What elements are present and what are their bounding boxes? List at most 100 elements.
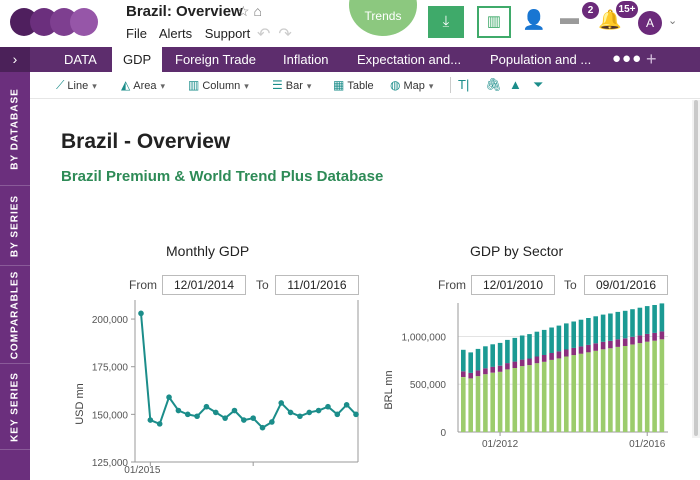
tab-foreign-trade[interactable]: Foreign Trade — [175, 52, 256, 67]
add-tab-icon[interactable]: + — [646, 49, 657, 69]
bar-segment-middle — [505, 363, 510, 370]
tab-inflation[interactable]: Inflation — [283, 52, 329, 67]
data-point — [259, 424, 266, 431]
brand-logo[interactable] — [10, 8, 105, 36]
redo-icon[interactable]: ↷ — [278, 26, 300, 43]
area-chart-button[interactable]: ◭ Area ▾ — [121, 78, 166, 92]
chevron-right-icon[interactable]: › — [0, 47, 30, 72]
sector-to-date[interactable]: 09/01/2016 — [584, 275, 668, 295]
data-point — [166, 394, 172, 401]
bar-segment-top — [571, 321, 576, 348]
notifications-icon[interactable]: 🔔 — [598, 10, 622, 31]
left-sidebar: BY DATABASE BY SERIES COMPARABLES KEY SE… — [0, 72, 30, 480]
data-point — [241, 417, 247, 423]
monthly-from-date[interactable]: 12/01/2014 — [162, 275, 246, 295]
bar-segment-top — [512, 337, 518, 362]
bar-chart-button[interactable]: ☰ Bar ▾ — [272, 78, 312, 92]
menu-support[interactable]: Support — [204, 26, 251, 41]
menu-alerts[interactable]: Alerts — [158, 26, 193, 41]
sidebar-item-by-database[interactable]: BY DATABASE — [0, 72, 30, 186]
chevron-down-icon: ▾ — [306, 81, 312, 91]
chevron-down-icon: ▾ — [244, 81, 249, 91]
y-tick-label: 200,000 — [92, 315, 129, 326]
y-tick-label: 150,000 — [92, 410, 129, 421]
scrollbar-thumb[interactable] — [694, 100, 698, 436]
tag-icon[interactable]: ⌂ — [253, 3, 262, 19]
bar-segment-top — [505, 339, 510, 364]
table-button[interactable]: ▦ Table — [333, 78, 374, 92]
x-tick-label: 01/2016 — [629, 439, 666, 450]
trends-button[interactable]: Trends — [349, 0, 417, 36]
data-point — [250, 415, 256, 421]
bar-segment-middle — [600, 341, 606, 350]
bar-segment-middle — [615, 339, 621, 347]
notifications-badge: 15+ — [616, 1, 638, 18]
data-point — [231, 407, 238, 414]
bar-segment-top — [593, 316, 598, 344]
tab-bar: › DATA GDP Foreign Trade Inflation Expec… — [0, 47, 700, 72]
bar-segment-base — [630, 344, 635, 432]
star-icon[interactable]: ☆ — [237, 3, 250, 19]
sidebar-item-key-series[interactable]: KEY SERIES — [0, 364, 30, 450]
menu-file[interactable]: File — [126, 26, 147, 41]
bar-segment-middle — [586, 344, 591, 353]
line-chart-button[interactable]: ⟋ Line ▾ — [56, 78, 97, 92]
bar-segment-base — [593, 350, 598, 432]
bar-segment-top — [600, 314, 606, 342]
data-point — [297, 413, 303, 420]
data-point — [147, 417, 154, 423]
map-button[interactable]: ◍ Map ▾ — [390, 78, 434, 92]
bar-segment-middle — [534, 356, 540, 364]
bar-segment-middle — [497, 365, 503, 372]
x-tick-label: 01/2012 — [482, 439, 519, 450]
bar-segment-top — [622, 310, 628, 339]
bar-segment-top — [461, 349, 466, 372]
tab-expectation[interactable]: Expectation and... — [357, 52, 462, 67]
monthly-to-date[interactable]: 11/01/2016 — [275, 275, 359, 295]
messages-icon[interactable]: ▬ — [560, 8, 579, 29]
bar-segment-middle — [630, 336, 635, 345]
data-point — [203, 403, 210, 410]
tab-gdp[interactable]: GDP — [112, 47, 163, 72]
chevron-down-icon[interactable]: ⌄ — [668, 15, 678, 27]
bar-segment-middle — [659, 331, 665, 340]
sector-from-date[interactable]: 12/01/2010 — [471, 275, 555, 295]
bar-segment-base — [615, 347, 621, 432]
data-point — [138, 310, 144, 317]
more-tabs-icon[interactable]: ●●● — [612, 50, 643, 67]
top-bar: Brazil: Overview ☆ ⌂ File Alerts Support… — [0, 0, 700, 46]
avatar[interactable]: A — [638, 11, 662, 35]
bar-segment-base — [556, 358, 562, 432]
y-tick-label: 125,000 — [92, 458, 129, 469]
column-chart-button[interactable]: ▥ Column ▾ — [188, 78, 249, 92]
bar-segment-middle — [564, 349, 569, 357]
messages-badge: 2 — [582, 2, 599, 19]
bar-segment-middle — [461, 371, 466, 377]
vertical-scrollbar[interactable] — [692, 100, 700, 438]
text-format-icon[interactable]: T| — [458, 77, 470, 92]
attachment-icon[interactable]: 🖇 — [485, 77, 502, 92]
bar-segment-middle — [571, 347, 576, 356]
sidebar-item-comparables[interactable]: COMPARABLES — [0, 266, 30, 364]
sidebar-item-by-series[interactable]: BY SERIES — [0, 186, 30, 266]
tab-population[interactable]: Population and ... — [490, 52, 592, 67]
book-button[interactable]: ▥ — [477, 6, 511, 38]
sector-to-label: To — [564, 278, 577, 292]
tab-data[interactable]: DATA — [64, 52, 97, 67]
bar-segment-middle — [527, 358, 532, 366]
data-point — [334, 411, 341, 418]
image-icon[interactable]: ▲ — [509, 77, 522, 92]
undo-icon[interactable]: ↶ — [257, 26, 279, 43]
bar-segment-base — [527, 365, 532, 432]
bar-segment-middle — [637, 335, 643, 344]
bar-segment-base — [534, 363, 540, 432]
bar-segment-middle — [468, 372, 473, 379]
data-point — [287, 409, 294, 416]
data-point — [175, 407, 182, 414]
data-point — [353, 411, 359, 418]
add-user-icon[interactable]: 👤 — [522, 10, 546, 31]
bar-segment-base — [586, 352, 591, 432]
filter-icon[interactable]: ⏷ — [533, 77, 544, 92]
page-subtitle: Brazil Premium & World Trend Plus Databa… — [61, 168, 384, 185]
download-button[interactable]: ⤓ — [428, 6, 464, 38]
